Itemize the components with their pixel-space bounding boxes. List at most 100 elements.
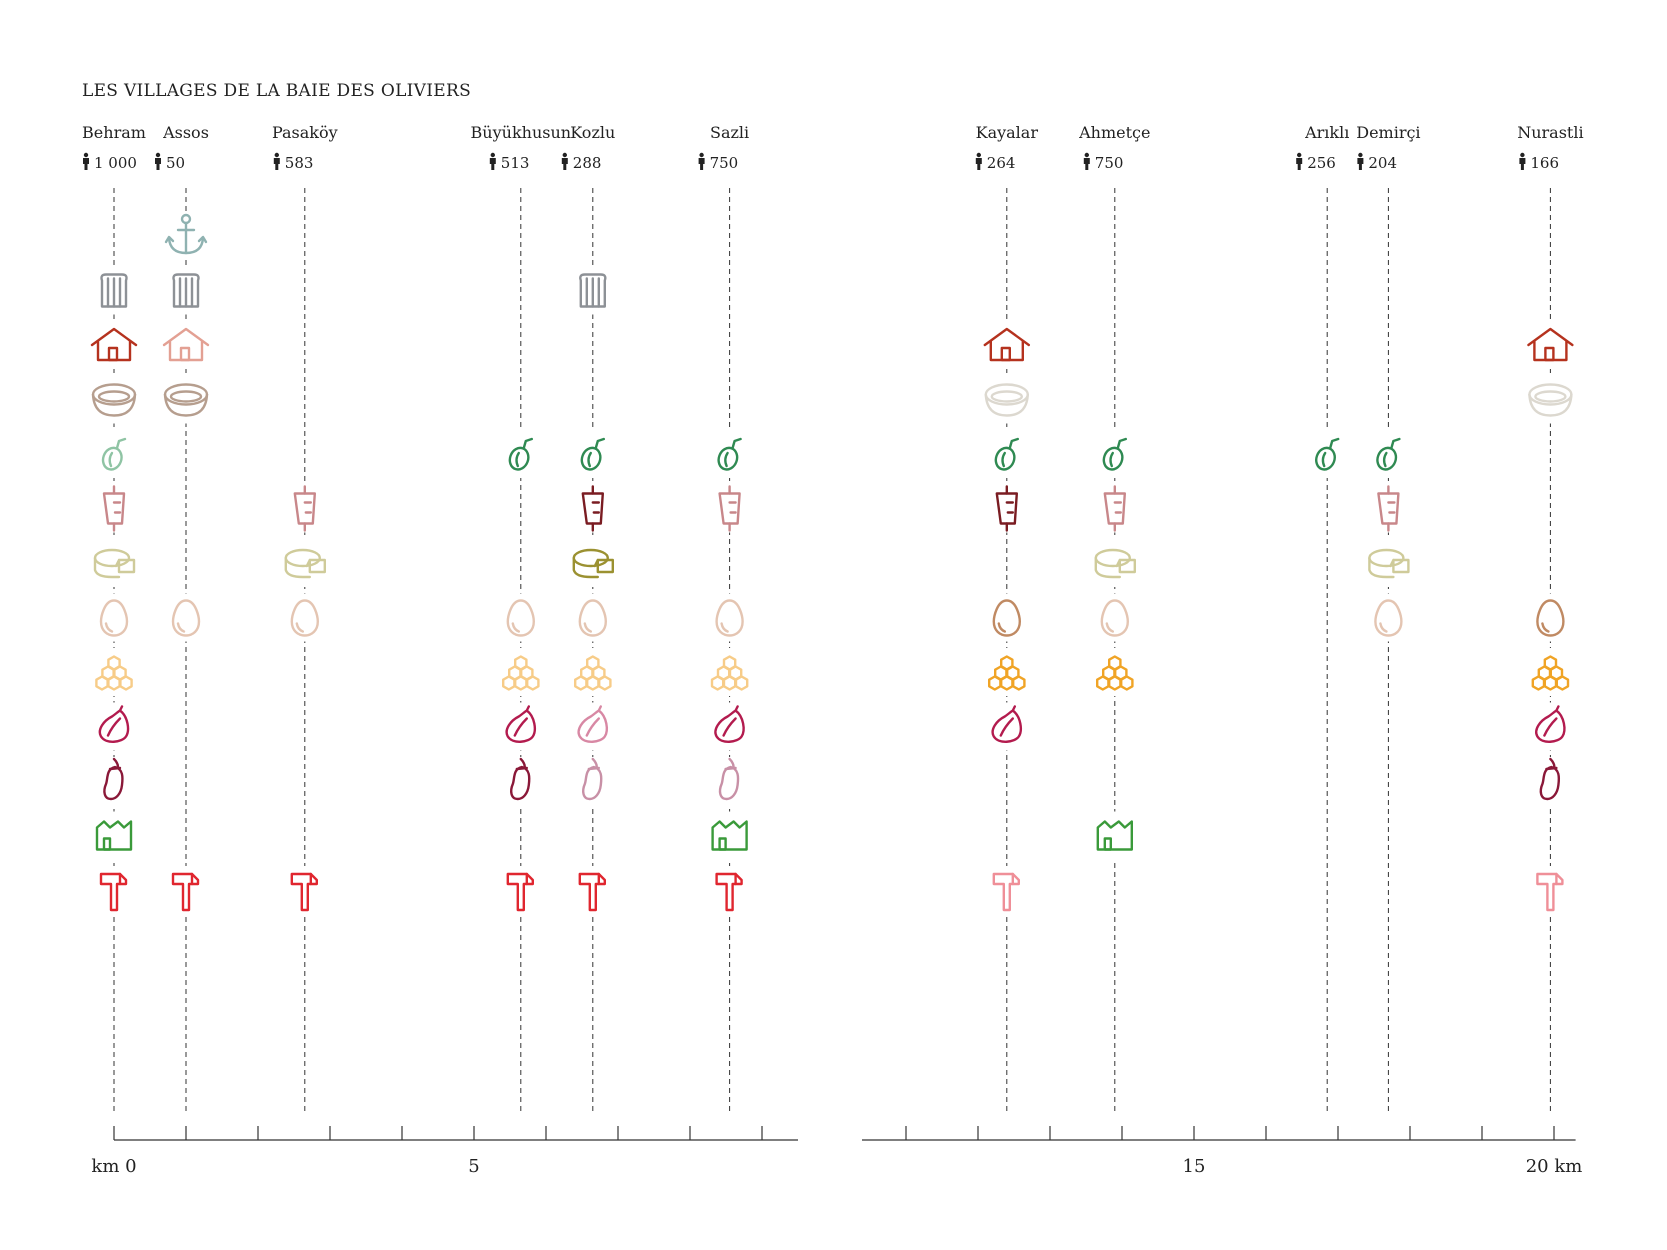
village-name: Arıklı [1304,123,1349,142]
village-1: Assos 50 [155,123,210,1115]
village-9: Demirçi 204 [1356,123,1421,1115]
cheese-icon [1368,548,1410,579]
hammer-icon [992,872,1020,912]
person-icon [698,152,705,170]
fig-icon [98,705,130,743]
village-name: Kozlu [570,123,615,142]
house-icon [162,327,210,362]
village-0: Behram 1 000 [82,123,146,1115]
village-name: Assos [162,123,209,142]
hammer-icon [1536,872,1564,912]
village-population: 256 [1307,154,1336,172]
village-name: Ahmetçe [1078,123,1150,142]
eggplant-icon [718,757,740,801]
hammer-icon [578,872,606,912]
village-population: 50 [166,154,185,172]
fig-icon [577,705,608,743]
house-icon [983,327,1030,362]
egg-icon [715,599,744,637]
factory-icon [95,820,133,851]
honeycomb-icon [1531,655,1570,691]
egg-icon [992,599,1021,637]
person-icon [1519,152,1526,170]
egg-icon [290,599,319,637]
village-name: Demirçi [1356,123,1420,142]
village-population: 204 [1368,154,1397,172]
village-population: 750 [710,154,739,172]
anchor-icon [164,213,208,255]
eggplant-icon [510,757,531,801]
honeycomb-icon [95,655,133,691]
egg-icon [578,599,607,637]
eggplant-icon [1539,757,1561,801]
kebab-icon [995,485,1018,532]
honeycomb-icon [501,655,540,691]
olive-icon [1102,437,1128,471]
village-4: Kozlu 288 [561,123,617,1115]
cheese-icon [93,548,136,579]
village-7: Ahmetçe 750 [1078,123,1150,1115]
diagram-title: LES VILLAGES DE LA BAIE DES OLIVIERS [82,81,471,101]
distance-axis: km 0 5 15 20 km [91,1126,1582,1177]
kebab-icon [1103,485,1127,532]
eggplant-icon [582,757,603,801]
bowl-icon [163,383,209,417]
person-icon [489,152,496,170]
kebab-icon [581,485,604,532]
person-icon [155,152,161,170]
honeycomb-icon [573,655,612,691]
village-2: Pasaköy 583 [272,123,338,1115]
axis-label: 15 [1183,1156,1206,1177]
fig-icon [714,705,745,743]
kebab-icon [102,485,126,532]
axis-label: km 0 [91,1156,136,1177]
village-population: 264 [987,154,1016,172]
bakery-icon [579,273,607,308]
village-population: 166 [1530,154,1559,172]
eggplant-icon [103,757,124,801]
cheese-icon [572,548,614,579]
village-8: Arıklı 256 [1296,123,1352,1115]
village-name: Behram [82,123,146,142]
olive-icon [717,437,742,471]
villages-layer: Behram 1 000 Assos 50 Pasaköy 583 Büyükhusun 51… [82,123,1584,1115]
person-icon [1296,152,1303,170]
village-name: Pasaköy [272,123,338,142]
village-population: 583 [285,154,314,172]
olive-icon [1376,437,1401,471]
fig-icon [991,705,1022,743]
hammer-icon [99,872,128,912]
person-icon [561,152,568,170]
bowl-icon [1528,383,1573,417]
cheese-icon [1094,548,1137,579]
axis-label: 20 km [1526,1156,1583,1177]
hammer-icon [171,872,200,912]
factory-icon [711,820,748,851]
olive-icon [580,437,605,471]
village-name: Sazli [710,123,749,142]
bowl-icon [984,383,1029,417]
village-5: Sazli 750 [698,123,754,1115]
person-icon [83,152,89,170]
olive-icon [1315,437,1340,471]
egg-icon [171,599,201,637]
egg-icon [506,599,535,637]
person-icon [975,152,982,170]
person-icon [1357,152,1364,170]
village-population: 1 000 [94,154,137,172]
village-population: 288 [573,154,602,172]
hammer-icon [715,872,743,912]
hammer-icon [506,872,534,912]
bakery-icon [172,273,200,308]
bakery-icon [100,273,128,308]
kebab-icon [293,485,316,532]
cheese-icon [284,548,326,579]
village-name: Kayalar [976,123,1039,142]
egg-icon [1100,599,1130,637]
village-10: Nurastli 166 [1517,123,1584,1115]
honeycomb-icon [710,655,749,691]
egg-icon [99,599,129,637]
fig-icon [505,705,536,743]
village-name: Büyükhusun [471,123,572,142]
